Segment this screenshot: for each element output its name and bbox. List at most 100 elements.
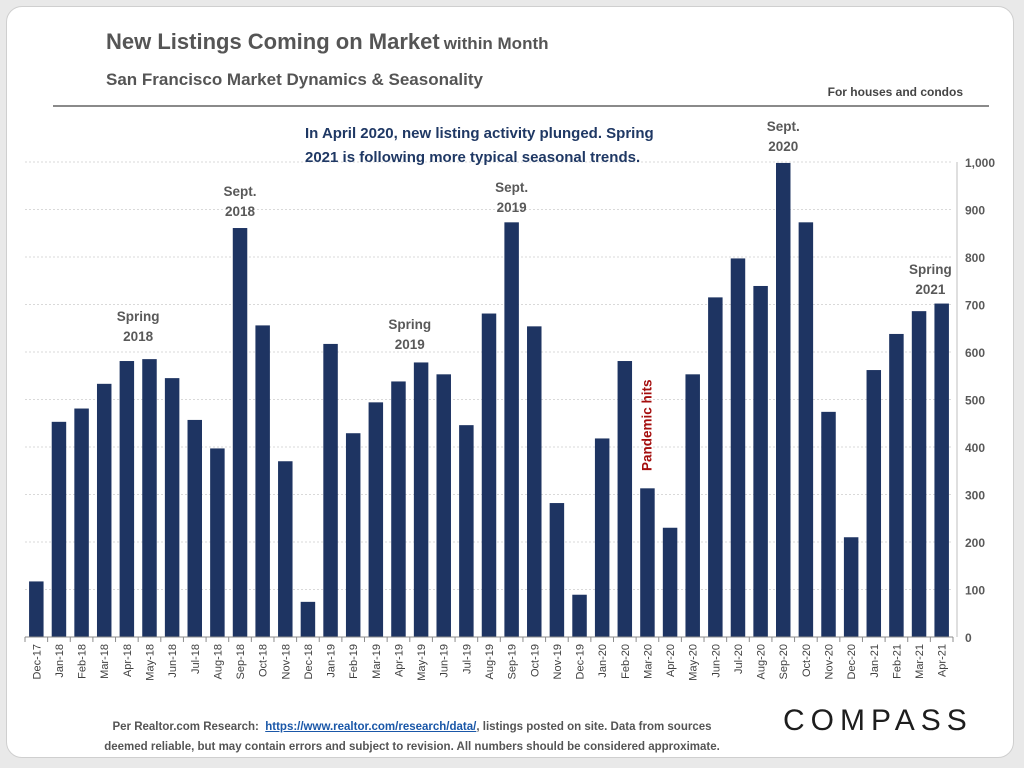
source-prefix: Per Realtor.com Research: — [112, 721, 259, 733]
x-tick-label: Jul-18 — [190, 644, 202, 674]
x-tick-label: Jan-21 — [869, 644, 881, 678]
x-tick-label: Mar-21 — [914, 644, 926, 679]
x-tick-label: Oct-19 — [529, 644, 541, 677]
x-tick-label: Sep-19 — [507, 644, 519, 679]
x-tick-label: Nov-18 — [280, 644, 292, 679]
bar — [934, 303, 949, 637]
bar — [481, 313, 497, 637]
bar — [594, 438, 610, 637]
y-tick-label: 1,000 — [965, 156, 995, 170]
bar — [504, 222, 519, 637]
bar — [391, 381, 406, 637]
x-tick-label: Apr-19 — [393, 644, 405, 677]
annotation-sept-2018: Sept. — [224, 184, 257, 199]
bar — [278, 461, 293, 637]
x-tick-label: Mar-20 — [642, 644, 654, 679]
bar — [74, 408, 89, 637]
bar — [96, 383, 112, 637]
y-tick-label: 700 — [965, 299, 985, 313]
y-tick-label: 600 — [965, 346, 985, 360]
x-tick-label: Sep-18 — [235, 644, 247, 679]
x-tick-label: Jun-20 — [710, 644, 722, 678]
bar — [323, 343, 338, 637]
y-tick-label: 500 — [965, 394, 985, 408]
annotation-spring-2019: 2019 — [395, 337, 425, 352]
x-tick-label: Dec-18 — [303, 644, 315, 679]
annotation-sept-2020: 2020 — [768, 139, 798, 154]
x-tick-label: Mar-19 — [371, 644, 383, 679]
bar — [911, 311, 927, 637]
bar — [210, 448, 225, 637]
x-tick-label: Jul-20 — [733, 644, 745, 674]
y-tick-label: 100 — [965, 584, 985, 598]
bar — [142, 359, 157, 637]
annotation-spring-2018: Spring — [117, 309, 160, 324]
x-tick-label: May-18 — [144, 644, 156, 681]
x-tick-label: Jun-19 — [439, 644, 451, 678]
x-tick-label: Jul-19 — [461, 644, 473, 674]
source-link[interactable]: https://www.realtor.com/research/data/ — [265, 721, 477, 733]
annotation-sept-2019: 2019 — [497, 200, 527, 215]
bar — [436, 374, 451, 637]
x-tick-label: Feb-21 — [891, 644, 903, 679]
bar — [187, 419, 202, 637]
y-tick-label: 300 — [965, 489, 985, 503]
x-tick-label: Nov-19 — [552, 644, 564, 679]
bar — [413, 362, 429, 637]
bar — [640, 488, 655, 637]
compass-logo: COMPASS — [783, 704, 973, 737]
x-tick-label: Apr-21 — [937, 644, 949, 677]
bar — [730, 258, 746, 637]
x-tick-label: Dec-20 — [846, 644, 858, 679]
bar — [119, 361, 135, 637]
source-footer: Per Realtor.com Research: https://www.re… — [67, 717, 757, 757]
bar — [527, 326, 542, 637]
bar — [889, 333, 904, 637]
x-tick-label: Oct-20 — [801, 644, 813, 677]
annotation-sept-2018: 2018 — [225, 204, 256, 219]
headline-annotation-line-1: In April 2020, new listing activity plun… — [305, 125, 654, 142]
x-tick-label: Dec-17 — [31, 644, 43, 679]
x-tick-label: May-20 — [688, 644, 700, 681]
y-tick-label: 800 — [965, 251, 985, 265]
x-tick-label: Sep-20 — [778, 644, 790, 679]
x-tick-label: Aug-20 — [756, 644, 768, 679]
bar — [51, 421, 67, 637]
x-tick-label: Apr-18 — [122, 644, 134, 677]
annotation-sept-2019: Sept. — [495, 180, 528, 195]
bar — [617, 361, 633, 637]
annotation-sept-2020: Sept. — [767, 119, 800, 134]
y-tick-label: 0 — [965, 631, 972, 645]
annotation-spring-2018: 2018 — [123, 329, 154, 344]
annotation-spring-2021: 2021 — [915, 282, 946, 297]
chart-title-main: New Listings Coming on Market — [106, 29, 440, 54]
x-tick-label: Jan-19 — [326, 644, 338, 678]
x-tick-label: Nov-20 — [824, 644, 836, 679]
headline-annotation-line-2: 2021 is following more typical seasonal … — [305, 149, 640, 166]
bar — [368, 402, 384, 637]
y-tick-label: 900 — [965, 204, 985, 218]
bar — [29, 581, 44, 637]
source-line-2: deemed reliable, but may contain errors … — [104, 741, 720, 753]
bar — [345, 433, 361, 637]
x-tick-label: Mar-18 — [99, 644, 111, 679]
chart-card: New Listings Coming on Market within Mont… — [6, 6, 1014, 758]
y-tick-label: 200 — [965, 536, 985, 550]
x-tick-label: May-19 — [416, 644, 428, 681]
x-tick-label: Feb-18 — [77, 644, 89, 679]
y-tick-label: 400 — [965, 441, 985, 455]
x-tick-label: Jan-20 — [597, 644, 609, 678]
x-tick-label: Dec-19 — [575, 644, 587, 679]
bar — [232, 228, 248, 637]
source-line-1: Per Realtor.com Research: https://www.re… — [67, 717, 757, 737]
scope-note: For houses and condos — [827, 85, 963, 99]
chart-title-suffix: within Month — [443, 34, 549, 53]
source-suffix: , listings posted on site. Data from sou… — [476, 721, 712, 733]
bar — [843, 537, 859, 637]
x-tick-label: Feb-20 — [620, 644, 632, 679]
x-tick-label: Feb-19 — [348, 644, 360, 679]
x-tick-label: Aug-18 — [212, 644, 224, 679]
x-tick-label: Aug-19 — [484, 644, 496, 679]
x-tick-label: Apr-20 — [665, 644, 677, 677]
bar — [866, 370, 882, 637]
